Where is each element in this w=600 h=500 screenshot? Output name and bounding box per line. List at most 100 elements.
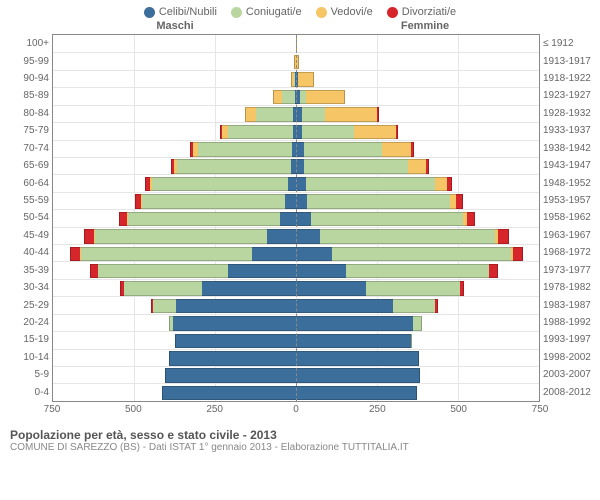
legend: Celibi/NubiliConiugati/eVedovi/eDivorzia…	[0, 0, 600, 20]
x-tick-label: 750	[44, 404, 61, 415]
age-label: 25-29	[7, 300, 49, 311]
x-tick-label: 0	[293, 404, 299, 415]
female-bar	[296, 72, 539, 85]
male-bar	[53, 125, 296, 138]
year-label: 1993-1997	[543, 334, 595, 345]
year-label: 1953-1957	[543, 195, 595, 206]
chart-subtitle: COMUNE DI SAREZZO (BS) - Dati ISTAT 1° g…	[10, 442, 590, 453]
female-bar	[296, 386, 539, 399]
header-female: Femmine	[300, 20, 600, 32]
female-bar	[296, 281, 539, 294]
age-label: 90-94	[7, 73, 49, 84]
male-bar	[53, 142, 296, 155]
age-label: 35-39	[7, 265, 49, 276]
age-label: 70-74	[7, 143, 49, 154]
female-bar	[296, 247, 539, 260]
male-bar	[53, 351, 296, 364]
centerline	[296, 35, 297, 401]
age-label: 5-9	[7, 369, 49, 380]
legend-dot	[231, 7, 242, 18]
male-bar	[53, 107, 296, 120]
gender-headers: Maschi Femmine	[0, 20, 600, 32]
age-label: 40-44	[7, 247, 49, 258]
age-label: 30-34	[7, 282, 49, 293]
year-label: 1948-1952	[543, 178, 595, 189]
year-label: 1928-1932	[543, 108, 595, 119]
x-tick-label: 500	[125, 404, 142, 415]
year-label: 1973-1977	[543, 265, 595, 276]
female-bar	[296, 299, 539, 312]
ylabel-left: Fasce di età	[0, 143, 2, 203]
age-label: 75-79	[7, 125, 49, 136]
year-label: 1933-1937	[543, 125, 595, 136]
male-bar	[53, 264, 296, 277]
year-label: 1963-1967	[543, 230, 595, 241]
legend-item: Vedovi/e	[316, 6, 373, 18]
x-tick-label: 250	[369, 404, 386, 415]
year-label: ≤ 1912	[543, 38, 595, 49]
legend-label: Celibi/Nubili	[159, 6, 217, 18]
x-tick-label: 250	[206, 404, 223, 415]
year-label: 2008-2012	[543, 387, 595, 398]
year-label: 1968-1972	[543, 247, 595, 258]
female-bar	[296, 125, 539, 138]
male-bar	[53, 299, 296, 312]
legend-label: Divorziati/e	[402, 6, 456, 18]
female-bar	[296, 90, 539, 103]
female-bar	[296, 194, 539, 207]
age-label: 95-99	[7, 56, 49, 67]
legend-dot	[316, 7, 327, 18]
year-label: 1983-1987	[543, 300, 595, 311]
year-label: 1918-1922	[543, 73, 595, 84]
male-bar	[53, 194, 296, 207]
year-label: 2003-2007	[543, 369, 595, 380]
female-bar	[296, 264, 539, 277]
year-label: 1988-1992	[543, 317, 595, 328]
male-bar	[53, 72, 296, 85]
age-label: 80-84	[7, 108, 49, 119]
age-label: 45-49	[7, 230, 49, 241]
header-male: Maschi	[0, 20, 300, 32]
male-bar	[53, 316, 296, 329]
age-label: 65-69	[7, 160, 49, 171]
male-bar	[53, 55, 296, 68]
male-bar	[53, 368, 296, 381]
age-label: 100+	[7, 38, 49, 49]
male-bar	[53, 386, 296, 399]
female-bar	[296, 55, 539, 68]
footer: Popolazione per età, sesso e stato civil…	[0, 422, 600, 453]
age-label: 10-14	[7, 352, 49, 363]
female-bar	[296, 107, 539, 120]
x-axis: 7505002500250500750	[52, 404, 540, 420]
year-label: 1958-1962	[543, 212, 595, 223]
female-bar	[296, 368, 539, 381]
age-label: 0-4	[7, 387, 49, 398]
x-tick-label: 500	[450, 404, 467, 415]
year-label: 1913-1917	[543, 56, 595, 67]
year-label: 1998-2002	[543, 352, 595, 363]
female-bar	[296, 316, 539, 329]
female-bar	[296, 212, 539, 225]
male-bar	[53, 212, 296, 225]
plot-area: 100+≤ 191295-991913-191790-941918-192285…	[52, 34, 540, 402]
female-bar	[296, 229, 539, 242]
age-label: 50-54	[7, 212, 49, 223]
male-bar	[53, 159, 296, 172]
year-label: 1943-1947	[543, 160, 595, 171]
x-tick-label: 750	[532, 404, 549, 415]
year-label: 1938-1942	[543, 143, 595, 154]
age-label: 55-59	[7, 195, 49, 206]
population-pyramid: Fasce di età Anni di nascita 100+≤ 19129…	[2, 32, 598, 422]
age-label: 20-24	[7, 317, 49, 328]
year-label: 1978-1982	[543, 282, 595, 293]
female-bar	[296, 142, 539, 155]
male-bar	[53, 334, 296, 347]
age-label: 60-64	[7, 178, 49, 189]
male-bar	[53, 90, 296, 103]
female-bar	[296, 177, 539, 190]
legend-dot	[144, 7, 155, 18]
chart-title: Popolazione per età, sesso e stato civil…	[10, 428, 590, 442]
legend-label: Vedovi/e	[331, 6, 373, 18]
age-label: 85-89	[7, 90, 49, 101]
male-bar	[53, 37, 296, 50]
